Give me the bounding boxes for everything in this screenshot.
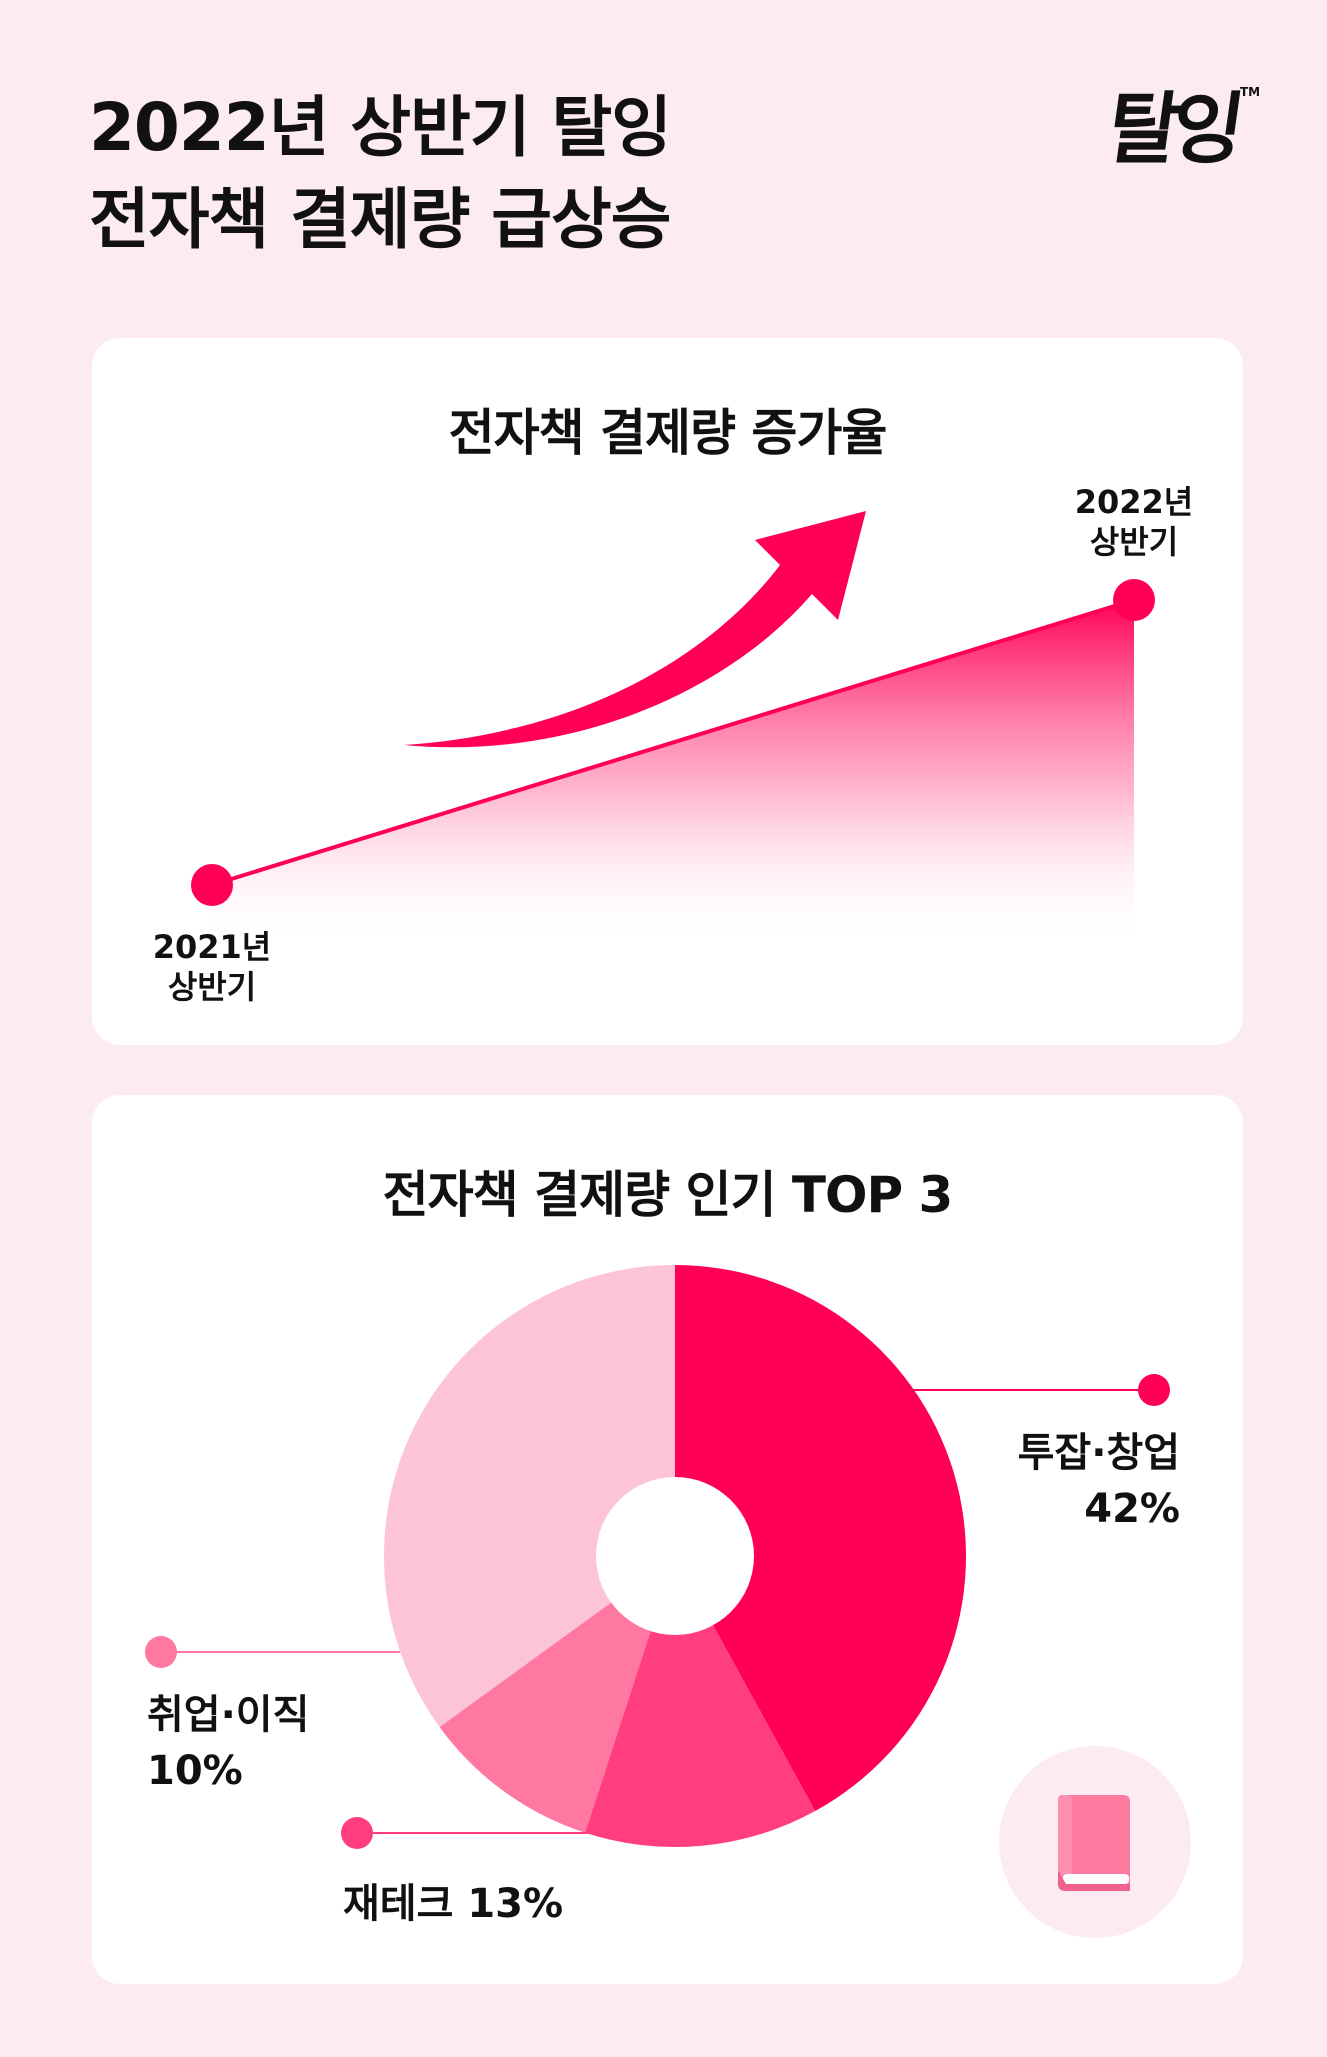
leader-dot-slice-3: [145, 1636, 177, 1668]
pie-slice-1: [675, 1265, 966, 1812]
page-title: 2022년 상반기 탈잉 전자책 결제량 급상승: [89, 82, 672, 266]
donut-chart: [384, 1265, 966, 1847]
slice-1-value: 42%: [1084, 1486, 1180, 1532]
label-2021-half: 상반기: [167, 968, 257, 1006]
top3-chart-title: 전자책 결제량 인기 TOP 3: [382, 1166, 954, 1224]
label-2021-year: 2021년: [152, 928, 272, 966]
point-2022: [1113, 579, 1155, 621]
growth-chart-title: 전자책 결제량 증가율: [448, 404, 888, 462]
label-2022-year: 2022년: [1074, 483, 1194, 521]
taling-logo: 탈잉 TM: [1112, 84, 1260, 174]
title-line-1: 2022년 상반기 탈잉: [89, 89, 672, 166]
pie-slice-4: [384, 1265, 675, 1728]
up-arrow-icon: [404, 511, 866, 748]
slice-3-name: 취업·이직: [147, 1692, 310, 1738]
slice-label-3: 취업·이직 10%: [147, 1687, 309, 1799]
growth-area: [212, 600, 1134, 945]
growth-line: [211, 598, 1135, 887]
point-2021: [191, 864, 233, 906]
title-line-2: 전자책 결제량 급상승: [89, 181, 671, 258]
slice-3-value: 10%: [147, 1748, 243, 1794]
label-2021: 2021년 상반기: [132, 927, 292, 1007]
leader-dot-slice-2: [341, 1817, 373, 1849]
svg-text:탈잉: 탈잉: [1112, 84, 1242, 174]
svg-text:TM: TM: [1240, 85, 1260, 99]
donut-hole: [596, 1477, 754, 1635]
label-2022-half: 상반기: [1089, 523, 1179, 561]
leader-dot-slice-1: [1138, 1374, 1170, 1406]
slice-2-name: 재테크: [343, 1881, 454, 1927]
slice-label-2: 재테크 13%: [343, 1876, 563, 1932]
book-icon: [1058, 1795, 1130, 1891]
slice-2-value: 13%: [467, 1881, 564, 1927]
pie-slice-3: [439, 1556, 675, 1833]
slice-1-name: 투잡·창업: [1017, 1430, 1180, 1476]
label-2022: 2022년 상반기: [1054, 482, 1214, 562]
slice-label-1: 투잡·창업 42%: [960, 1425, 1180, 1537]
pie-slice-2: [585, 1556, 816, 1847]
